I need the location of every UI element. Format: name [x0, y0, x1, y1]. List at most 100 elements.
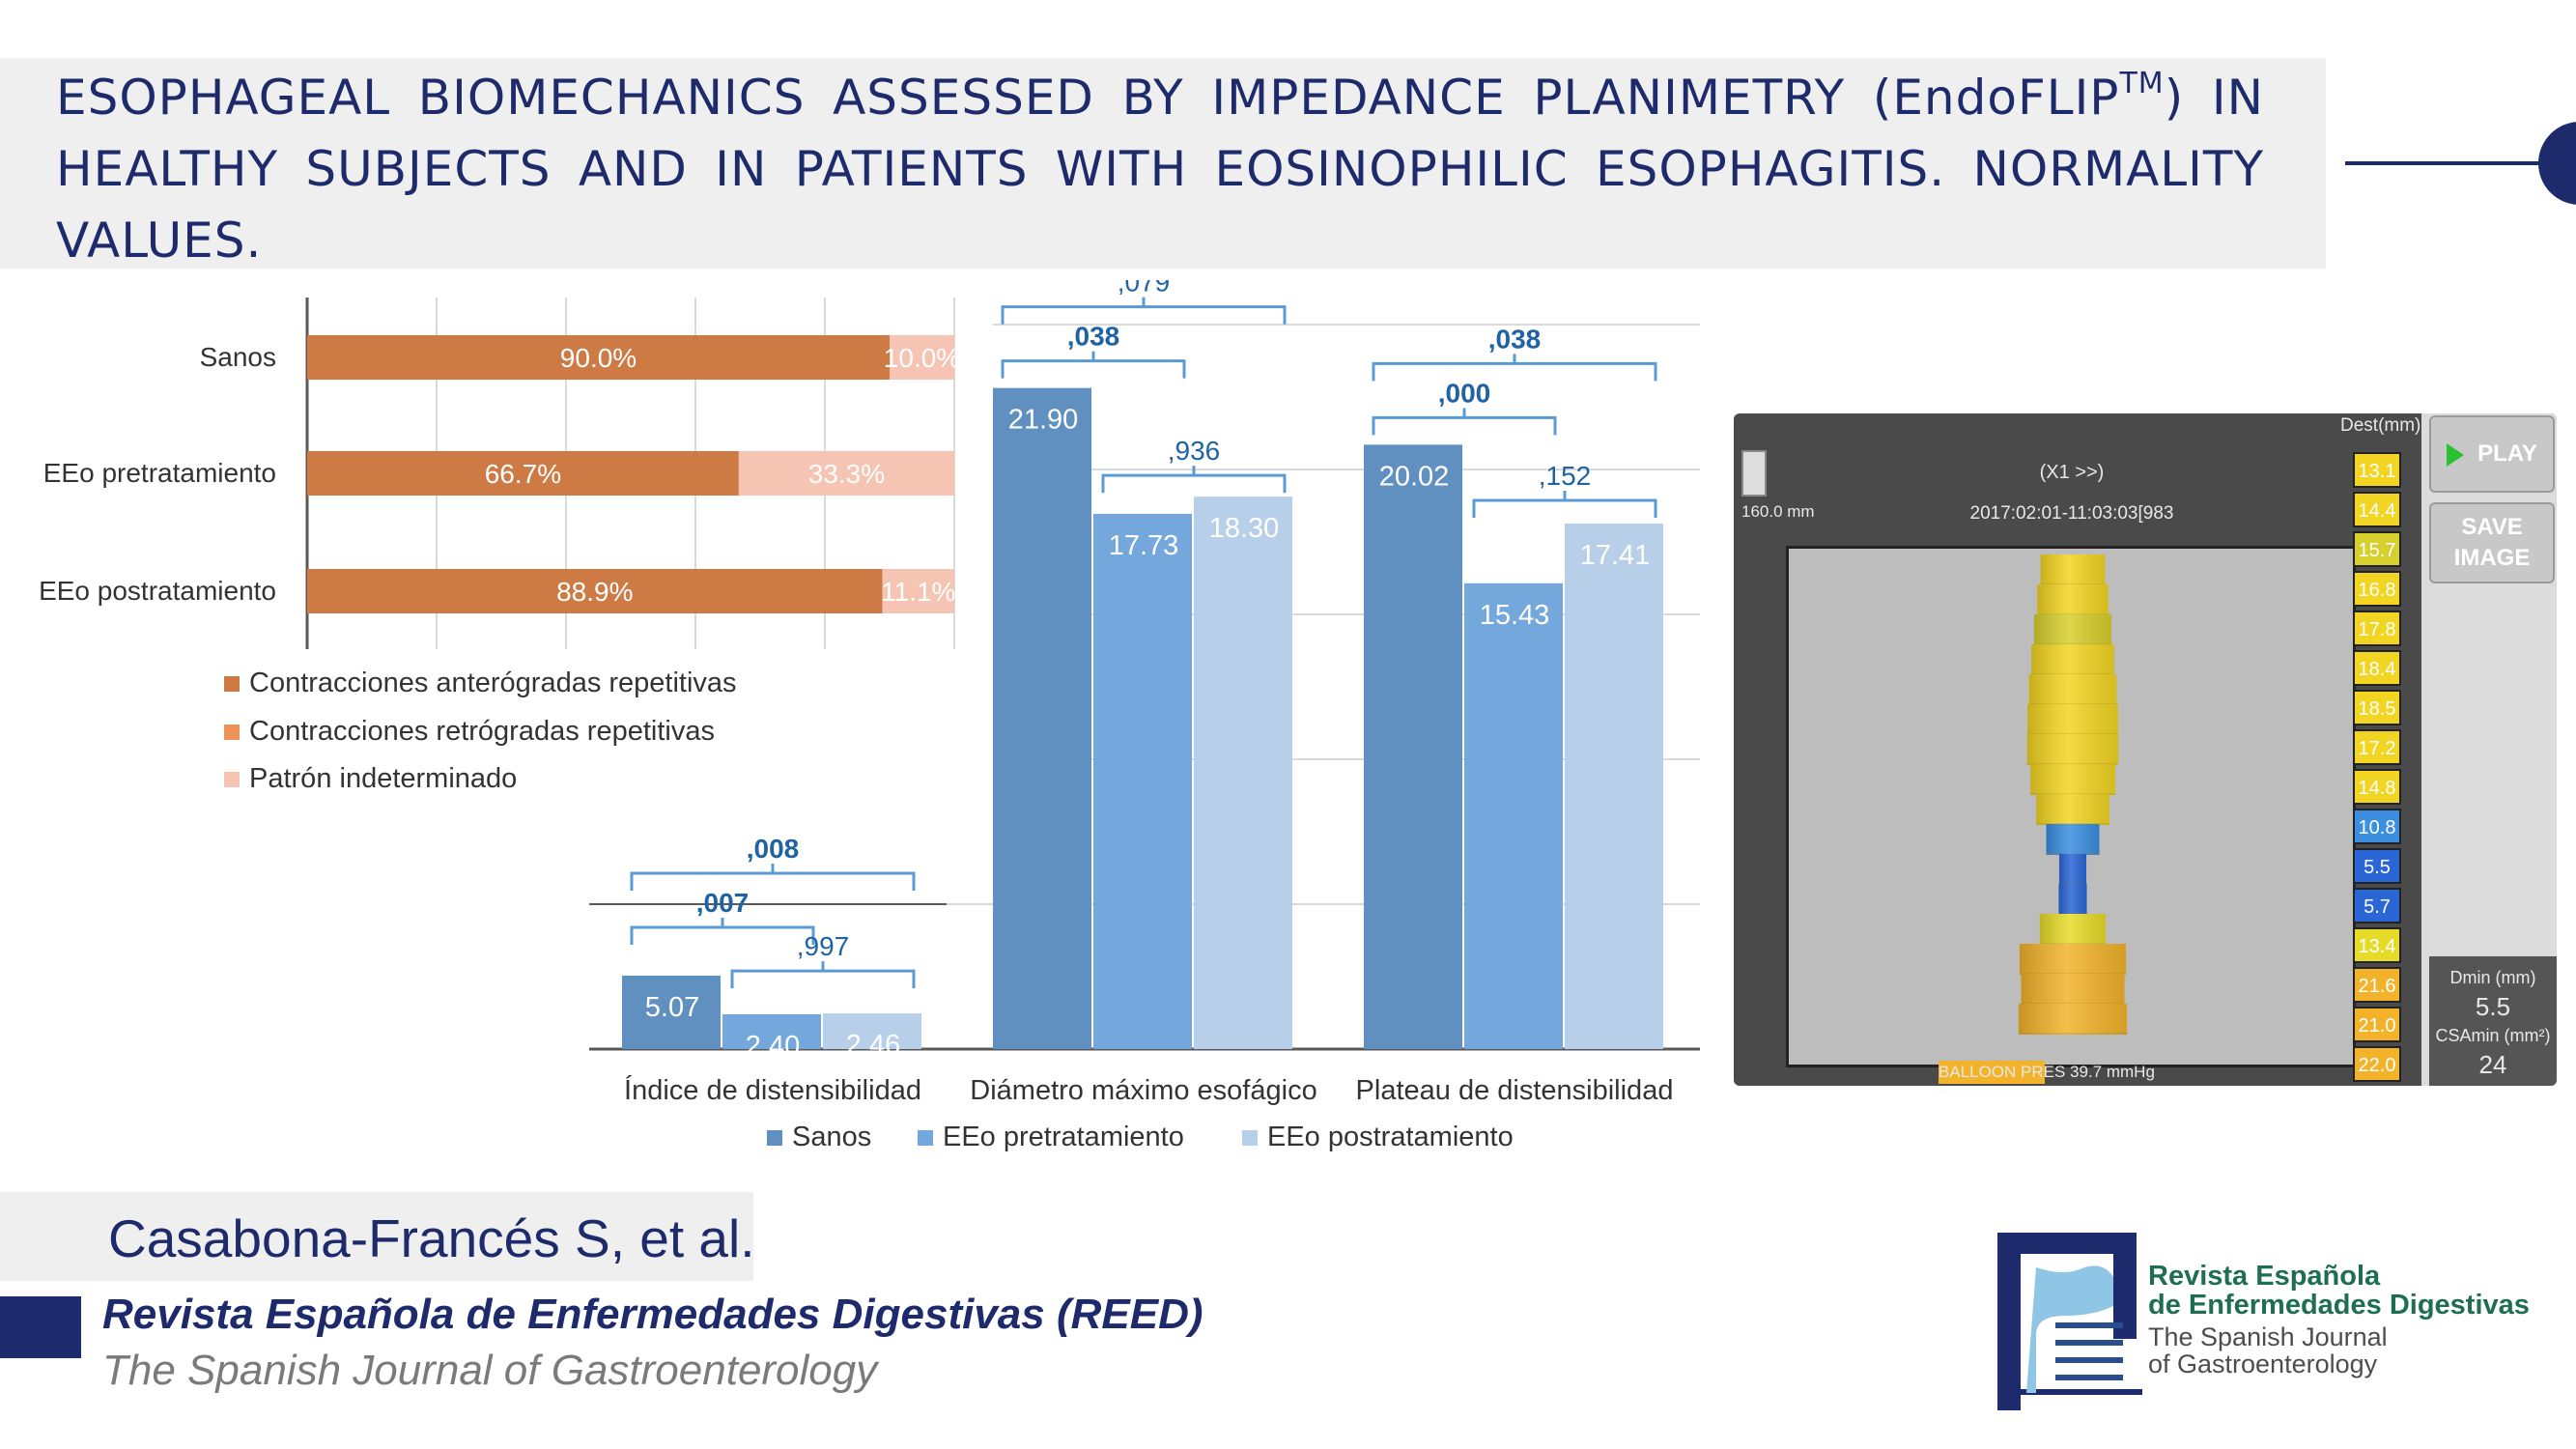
significance-bracket: [1101, 466, 1287, 494]
category-label: Diámetro máximo esofágico: [970, 1075, 1316, 1106]
category-label: Índice de distensibilidad: [624, 1074, 921, 1106]
significance-bracket: [630, 863, 916, 891]
p-value-label: ,038: [1067, 322, 1120, 352]
profile-shading: [2040, 554, 2106, 585]
profile-shading: [2031, 644, 2114, 675]
scale-value: 15.7: [2353, 531, 2401, 567]
legend-swatch: [1242, 1130, 1258, 1146]
p-value-label: ,079: [1118, 280, 1171, 298]
data-label: 21.90: [1008, 405, 1079, 436]
logo-title-line1: Revista Española: [2148, 1261, 2381, 1292]
title-main: ESOPHAGEAL BIOMECHANICS ASSESSED BY IMPE…: [56, 70, 2120, 126]
significance-bracket: [630, 917, 815, 945]
balloon-pressure-label: BALLOON PRES 39.7 mmHg: [1939, 1063, 2155, 1081]
play-button[interactable]: PLAY: [2429, 415, 2555, 493]
esophagus-shape: [2018, 554, 2128, 1035]
data-label: 33.3%: [808, 459, 885, 489]
distensibility-chart: 5.07 2.40 2.46 ,008 ,007 ,997 Índice de disten…: [589, 280, 1700, 1152]
p-value-label: ,997: [797, 931, 850, 961]
legend-label: Sanos: [792, 1122, 871, 1152]
scale-value: 22.0: [2353, 1046, 2401, 1082]
logo-title: Revista Española de Enfermedades Digestiv…: [2148, 1262, 2530, 1320]
profile-shading: [2037, 584, 2109, 615]
profile-shading: [2030, 764, 2115, 795]
data-label: 17.73: [1109, 530, 1179, 561]
esophageal-profile-graphic: [2018, 554, 2128, 1035]
profile-shading: [2026, 734, 2119, 765]
flip-timestamp: 2017:02:01-11:03:03[983: [1969, 503, 2174, 524]
legend-label: Contracciones anterógradas repetitivas: [249, 668, 737, 698]
save-label: SAVE: [2461, 514, 2523, 540]
bar: [1464, 582, 1563, 1049]
p-value-label: ,038: [1488, 324, 1542, 354]
balloon-pressure-bar: [1939, 1061, 2045, 1084]
dmin-readout: Dmin (mm) 5.5 CSAmin (mm²) 24: [2429, 956, 2557, 1086]
data-label: 88.9%: [556, 577, 633, 607]
profile-shading: [2019, 944, 2127, 975]
author-credit: Casabona-Francés S, et al.: [108, 1208, 755, 1268]
diameter-scale: 13.1 14.4 15.7 16.8 17.8 18.4 18.5 17.2 14.8 10.8…: [2353, 452, 2401, 1086]
scale-value: 17.2: [2353, 729, 2401, 765]
scale-value: 21.6: [2353, 967, 2401, 1003]
probe-length-label: 160.0 mm: [1741, 502, 1815, 521]
profile-shading: [2028, 674, 2117, 705]
bar: [1194, 497, 1292, 1049]
data-label: 90.0%: [560, 343, 637, 373]
data-label: 10.0%: [884, 343, 960, 373]
significance-bracket: [1472, 490, 1657, 518]
save-image-button[interactable]: SAVE IMAGE: [2429, 502, 2555, 583]
stacked-bar-segment: [307, 451, 739, 496]
bar: [1093, 513, 1192, 1049]
data-label: 18.30: [1209, 513, 1280, 544]
decorative-line: [2345, 161, 2548, 165]
dmin-label: Dmin (mm): [2449, 968, 2536, 987]
profile-shading: [2027, 704, 2118, 735]
image-label: IMAGE: [2453, 545, 2531, 571]
legend-label: EEo postratamiento: [1267, 1122, 1514, 1152]
scale-value: 21.0: [2353, 1007, 2401, 1042]
data-label: 5.07: [645, 992, 699, 1023]
journal-subtitle: The Spanish Journal of Gastroenterology: [102, 1347, 878, 1394]
logo-emblem-icon: [1997, 1233, 2142, 1410]
profile-shading: [2033, 614, 2112, 645]
profile-shading: [2058, 884, 2087, 915]
stacked-bar-segment: [307, 335, 890, 380]
logo-sub-line1: The Spanish Journal: [2148, 1322, 2388, 1351]
scale-value: 5.7: [2353, 888, 2401, 923]
journal-name: Revista Española de Enfermedades Digesti…: [102, 1291, 1203, 1338]
flip-side-panel: PLAY SAVE IMAGE Dmin (mm) 5.5 CSAmin (mm²…: [2421, 413, 2557, 1086]
category-label: EEo postratamiento: [39, 576, 276, 606]
flip-3d-view: [1786, 546, 2356, 1067]
category-label: Plateau de distensibilidad: [1356, 1075, 1674, 1106]
profile-shading: [2036, 794, 2109, 825]
title-banner: [0, 58, 2326, 269]
profile-shading: [2021, 974, 2125, 1005]
significance-bracket: [1001, 297, 1287, 325]
author-box: [0, 1192, 753, 1281]
p-value-label: ,008: [747, 834, 800, 864]
probe-icon: [1741, 450, 1767, 497]
scale-value: 13.4: [2353, 927, 2401, 963]
legend-swatch: [767, 1130, 782, 1146]
journal-logo: Revista Española de Enfermedades Digestiv…: [1997, 1229, 2538, 1414]
significance-bracket: [1001, 351, 1186, 379]
category-label: Sanos: [200, 342, 276, 372]
stacked-bar-segment: [738, 451, 954, 496]
diameter-scale-header: Dest(mm): [2340, 415, 2421, 436]
scale-value: 18.4: [2353, 650, 2401, 686]
data-label: 2.40: [746, 1031, 800, 1062]
play-label: PLAY: [2477, 440, 2537, 467]
profile-shading: [2018, 1004, 2128, 1035]
p-value-label: ,007: [696, 888, 750, 918]
journal-marker: [0, 1296, 81, 1358]
flip-speed-label: (X1 >>): [2039, 462, 2105, 483]
legend-swatch: [224, 676, 240, 692]
legend-swatch: [224, 772, 240, 787]
significance-bracket: [730, 961, 916, 989]
category-label: EEo pretratamiento: [43, 458, 276, 488]
bar: [1565, 523, 1663, 1049]
p-value-label: ,936: [1168, 436, 1221, 466]
stacked-bar-segment: [890, 335, 954, 380]
data-label: 66.7%: [485, 459, 561, 489]
legend-swatch: [918, 1130, 933, 1146]
